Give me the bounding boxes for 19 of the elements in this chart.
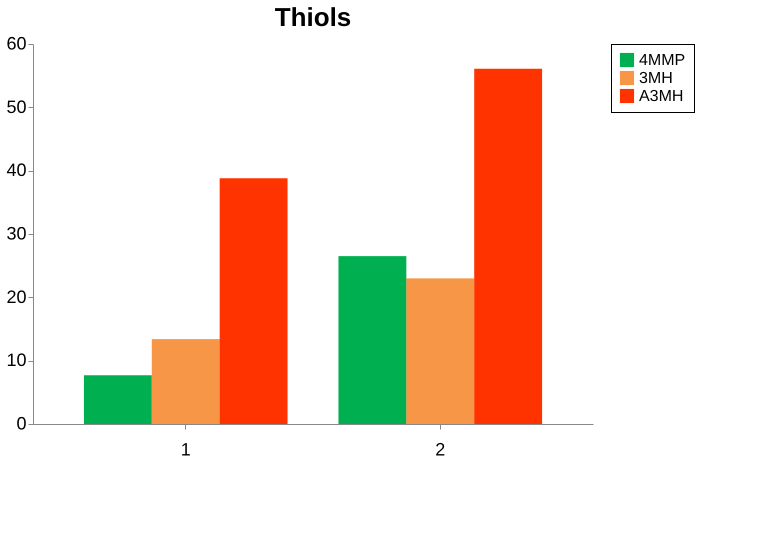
- y-tick-label: 0: [16, 414, 26, 434]
- y-tick-label: 50: [6, 96, 26, 117]
- bar: [152, 339, 220, 424]
- bar: [474, 68, 542, 424]
- legend-label: 3MH: [639, 70, 673, 87]
- x-tick-label: 1: [180, 440, 191, 460]
- legend-label: 4MMP: [639, 52, 686, 69]
- legend-label: A3MH: [639, 88, 684, 105]
- bar: [406, 278, 474, 424]
- bar: [338, 256, 406, 424]
- y-tick-label: 60: [6, 34, 26, 54]
- y-tick-label: 30: [6, 224, 26, 244]
- y-tick-label: 10: [6, 350, 26, 370]
- bar: [84, 375, 152, 424]
- x-tick-label: 2: [435, 440, 446, 460]
- y-tick-label: 20: [6, 286, 26, 307]
- chart-title: Thiols: [274, 2, 352, 32]
- y-tick-label: 40: [6, 160, 26, 180]
- bar: [220, 178, 288, 424]
